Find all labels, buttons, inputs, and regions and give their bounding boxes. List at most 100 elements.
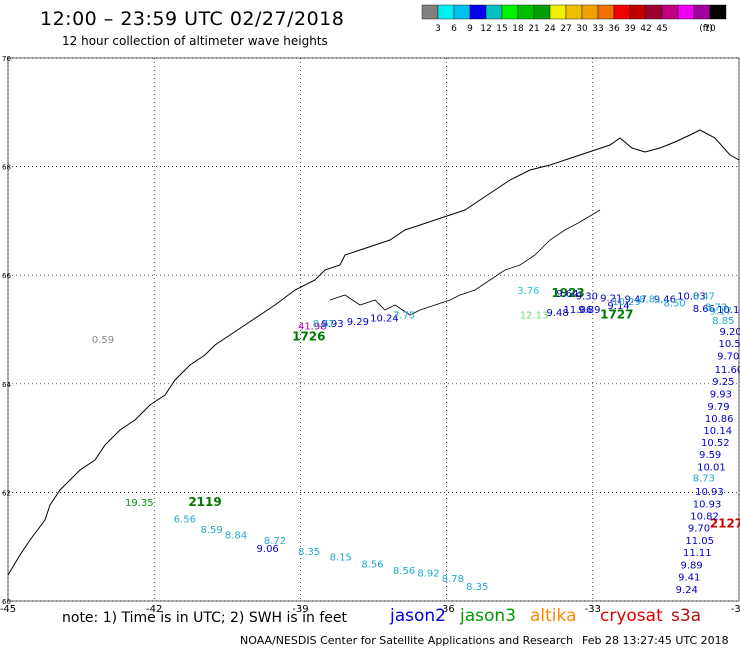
pass-time-label: 1727 xyxy=(600,308,633,322)
wave-height-value: 10.52 xyxy=(701,438,730,449)
color-scale-tick-label: 3 xyxy=(435,24,441,34)
wave-height-value: 8.47 xyxy=(693,292,715,303)
wave-height-value: 8.35 xyxy=(298,547,320,558)
x-tick-label: -42 xyxy=(146,604,162,615)
wave-height-value: 8.56 xyxy=(361,559,383,570)
wave-height-value: 0.59 xyxy=(92,335,114,346)
x-tick-label: -39 xyxy=(292,604,308,615)
wave-height-value: 9.93 xyxy=(710,389,732,400)
coastline-detail-north xyxy=(329,209,601,316)
generation-timestamp: Feb 28 13:27:45 UTC 2018 xyxy=(582,634,729,647)
wave-height-value: 10.29 xyxy=(612,297,641,308)
wave-height-value: 10.03 xyxy=(677,292,706,303)
wave-height-value: 9.93 xyxy=(321,319,343,330)
wave-height-value: 8.66 xyxy=(693,304,715,315)
wave-height-value: 8.72 xyxy=(264,536,286,547)
color-scale-unit: (ft) xyxy=(699,24,713,34)
color-swatch xyxy=(709,4,727,20)
wave-height-value: 7.75 xyxy=(393,311,415,322)
color-scale-tick-label: 45 xyxy=(656,24,667,34)
wave-height-value: 10.56 xyxy=(719,339,740,350)
chart-title: 12:00 – 23:59 UTC 02/27/2018 xyxy=(40,8,345,30)
wave-height-value: 10.24 xyxy=(370,313,399,324)
wave-height-value: 3.76 xyxy=(517,286,539,297)
wave-height-value: 10.82 xyxy=(690,512,719,523)
wave-height-value: 19.35 xyxy=(125,498,154,509)
color-scale-tick-label: 24 xyxy=(544,24,556,34)
color-scale-legend: 3 6 9 12 15 18 21 24 27 30 33 36 39 42 45 70(ft) xyxy=(421,4,727,34)
color-scale-tick-label: 12 xyxy=(480,24,491,34)
satellite-legend-item: cryosat xyxy=(600,606,663,626)
wave-height-value: 9.79 xyxy=(707,402,729,413)
wave-height-value: 8.73 xyxy=(693,474,715,485)
wave-height-value: 10.15 xyxy=(717,305,740,316)
color-scale-tick-label: 70 xyxy=(704,24,716,34)
color-scale-tick-label: 15 xyxy=(496,24,507,34)
y-tick-label: 68 xyxy=(2,164,11,172)
wave-height-value: 8.81 xyxy=(639,294,661,305)
wave-height-value: 9.70 xyxy=(717,351,739,362)
wave-height-value: 8.84 xyxy=(225,531,247,542)
y-tick-label: 66 xyxy=(2,272,11,280)
wave-height-value: 9.29 xyxy=(347,317,369,328)
wave-height-value: 9.20 xyxy=(720,327,740,338)
x-tick-label: -36 xyxy=(438,604,454,615)
plot-frame xyxy=(7,57,740,602)
satellite-legend-item: jason2 xyxy=(390,606,446,626)
wave-height-value: 8.35 xyxy=(466,582,488,593)
wave-height-value: 8.78 xyxy=(442,574,464,585)
wave-height-value: 9.30 xyxy=(576,292,598,303)
credit-line: NOAA/NESDIS Center for Satellite Applica… xyxy=(240,634,574,647)
wave-height-value: 9.17 xyxy=(710,306,732,317)
color-scale-tick-label: 18 xyxy=(512,24,524,34)
color-scale-tick-label: 36 xyxy=(608,24,620,34)
color-scale-tick-label: 39 xyxy=(624,24,636,34)
wave-height-value: 10.93 xyxy=(695,487,724,498)
wave-height-value: 6.56 xyxy=(174,514,196,525)
wave-height-value: 8.67 xyxy=(313,319,335,330)
pass-time-label: 2119 xyxy=(188,495,221,509)
color-scale-tick-label: 27 xyxy=(560,24,571,34)
color-scale-tick-label: 6 xyxy=(451,24,457,34)
footer-note: note: 1) Time is in UTC; 2) SWH is in fe… xyxy=(62,610,348,626)
wave-height-value: 9.25 xyxy=(712,377,734,388)
wave-height-value: 8.85 xyxy=(712,316,734,327)
wave-height-value: 9.89 xyxy=(681,560,703,571)
y-tick-label: 60 xyxy=(2,598,11,606)
wave-height-value: 9.70 xyxy=(688,523,710,534)
wave-height-value: 9.59 xyxy=(699,450,721,461)
greenland-coastline xyxy=(7,129,740,576)
x-tick-label: -33 xyxy=(585,604,601,615)
color-scale-tick-label: 21 xyxy=(528,24,539,34)
wave-height-value: 11.06 xyxy=(564,305,593,316)
y-tick-label: 62 xyxy=(2,489,11,497)
color-scale-tick-label: 42 xyxy=(640,24,651,34)
wave-height-value: 41.98 xyxy=(298,322,327,333)
wave-height-value: 8.92 xyxy=(417,569,439,580)
wave-height-value: 9.14 xyxy=(607,301,629,312)
wave-height-value: 8.59 xyxy=(200,525,222,536)
wave-height-value: 9.46 xyxy=(654,294,676,305)
wave-height-value: 10.93 xyxy=(693,500,722,511)
wave-height-value: 11.05 xyxy=(685,536,714,547)
wave-height-value: 8.56 xyxy=(393,566,415,577)
x-tick-label: -45 xyxy=(0,604,16,615)
pass-time-label: 1726 xyxy=(292,329,325,343)
wave-height-value: 11.11 xyxy=(683,548,712,559)
color-scale-tick-label: 30 xyxy=(576,24,588,34)
satellite-legend-item: s3a xyxy=(671,606,702,626)
pass-time-label: 2127 xyxy=(710,517,740,531)
y-tick-label: 64 xyxy=(2,381,11,389)
y-tick-label: 70 xyxy=(2,55,11,63)
x-tick-label: -30 xyxy=(731,604,740,615)
wave-height-value: 12.13 xyxy=(520,311,549,322)
satellite-legend-item: altika xyxy=(530,606,577,626)
wave-height-value: 10.86 xyxy=(705,414,734,425)
wave-height-value: 8.15 xyxy=(330,552,352,563)
wave-height-value: 9.21 xyxy=(600,293,622,304)
wave-height-value: 9.48 xyxy=(547,308,569,319)
color-scale-tick-label: 9 xyxy=(467,24,473,34)
wave-height-value: 9.89 xyxy=(578,305,600,316)
wave-height-value: 10.14 xyxy=(703,426,732,437)
